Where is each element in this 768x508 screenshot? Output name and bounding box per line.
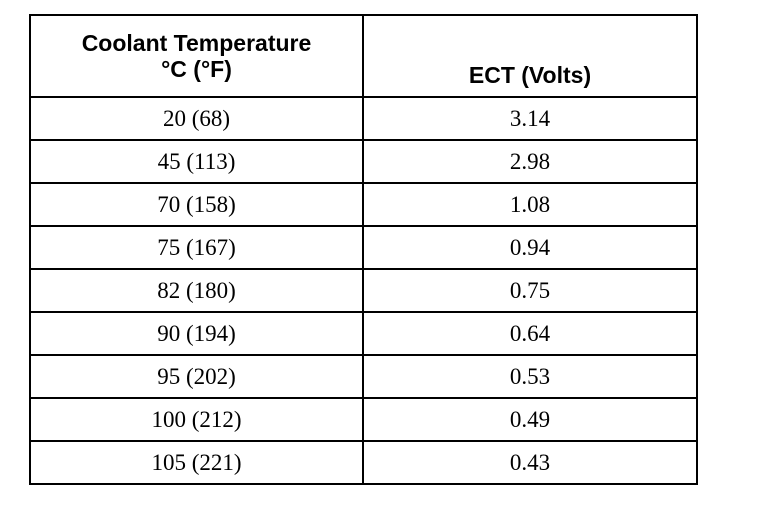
temperature-cell: 20 (68) [29,96,364,141]
ect-volts-cell: 0.43 [362,440,698,485]
table-row: 70 (158) 1.08 [29,182,698,227]
temperature-cell: 95 (202) [29,354,364,399]
table-row: 75 (167) 0.94 [29,225,698,270]
coolant-temperature-header-title: Coolant Temperature [81,30,312,56]
ect-volts-cell: 0.75 [362,268,698,313]
ect-volts-cell: 1.08 [362,182,698,227]
coolant-temperature-ect-table: Coolant Temperature °C (°F) ECT (Volts) … [29,14,698,485]
table-header: Coolant Temperature °C (°F) ECT (Volts) [29,14,698,98]
temperature-cell: 82 (180) [29,268,364,313]
ect-volts-header: ECT (Volts) [362,14,698,98]
table-row: 82 (180) 0.75 [29,268,698,313]
coolant-temperature-header: Coolant Temperature °C (°F) [29,14,364,98]
coolant-temp-table-container: Coolant Temperature °C (°F) ECT (Volts) … [29,14,698,485]
ect-volts-cell: 0.49 [362,397,698,442]
ect-volts-cell: 0.53 [362,354,698,399]
ect-volts-cell: 3.14 [362,96,698,141]
temperature-cell: 70 (158) [29,182,364,227]
table-row: 90 (194) 0.64 [29,311,698,356]
table-row: 45 (113) 2.98 [29,139,698,184]
table-body: 20 (68) 3.14 45 (113) 2.98 70 (158) 1.08… [29,96,698,485]
coolant-temperature-header-units: °C (°F) [161,56,232,82]
temperature-cell: 75 (167) [29,225,364,270]
temperature-cell: 100 (212) [29,397,364,442]
ect-volts-cell: 0.94 [362,225,698,270]
temperature-cell: 45 (113) [29,139,364,184]
ect-volts-cell: 0.64 [362,311,698,356]
header-row: Coolant Temperature °C (°F) ECT (Volts) [29,14,698,98]
table-row: 95 (202) 0.53 [29,354,698,399]
table-row: 20 (68) 3.14 [29,96,698,141]
temperature-cell: 90 (194) [29,311,364,356]
temperature-cell: 105 (221) [29,440,364,485]
table-row: 105 (221) 0.43 [29,440,698,485]
ect-volts-cell: 2.98 [362,139,698,184]
table-row: 100 (212) 0.49 [29,397,698,442]
